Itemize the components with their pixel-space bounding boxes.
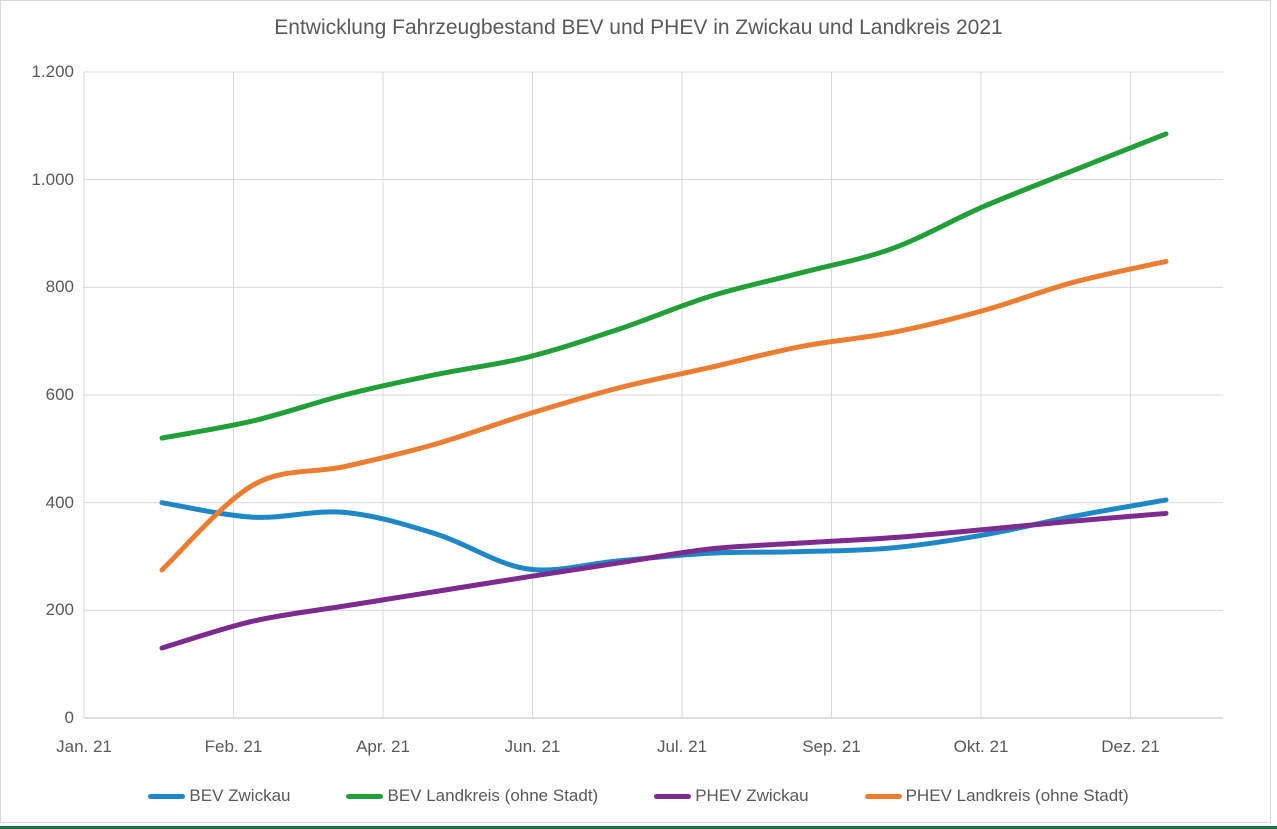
y-axis-label: 1.000 (31, 169, 74, 189)
legend-label: PHEV Zwickau (695, 786, 809, 805)
legend-item-phev-zwickau: PHEV Zwickau (654, 786, 809, 806)
series-line-bev-zwickau (159, 497, 1169, 573)
legend-item-bev-landkreis-ohne-stadt-: BEV Landkreis (ohne Stadt) (346, 786, 598, 806)
legend-label: PHEV Landkreis (ohne Stadt) (905, 786, 1129, 805)
series-line-phev-landkreis-ohne-stadt- (159, 258, 1169, 573)
x-axis-label: Dez. 21 (1101, 737, 1160, 756)
legend-line-swatch (654, 793, 692, 799)
y-axis-label: 400 (45, 492, 74, 512)
x-axis-label: Jul. 21 (656, 737, 708, 756)
chart-title: Entwicklung Fahrzeugbestand BEV und PHEV… (274, 16, 1003, 39)
x-axis-label: Jan. 21 (56, 737, 112, 756)
legend-label: BEV Zwickau (189, 786, 291, 805)
x-axis-label: Apr. 21 (356, 737, 410, 756)
legend: BEV Zwickau BEV Landkreis (ohne Stadt) PHE… (0, 786, 1277, 806)
x-axis-label: Sep. 21 (802, 737, 861, 756)
y-axis-label: 1.200 (31, 62, 74, 81)
y-axis-label: 200 (45, 600, 74, 620)
window-bottom-edge (0, 826, 1277, 829)
legend-line-swatch (148, 793, 186, 799)
legend-line-swatch (346, 793, 384, 799)
legend-item-phev-landkreis-ohne-stadt-: PHEV Landkreis (ohne Stadt) (864, 786, 1129, 806)
legend-label: BEV Landkreis (ohne Stadt) (387, 786, 599, 805)
x-axis-label: Jun. 21 (504, 737, 561, 756)
series-line-bev-landkreis-ohne-stadt- (159, 131, 1169, 441)
x-axis-label: Okt. 21 (953, 737, 1009, 756)
y-axis-label: 800 (45, 277, 74, 297)
legend-item-bev-zwickau: BEV Zwickau (148, 786, 290, 806)
y-axis-label: 0 (64, 708, 74, 727)
x-axis-label: Feb. 21 (204, 737, 263, 756)
y-axis-label: 600 (45, 385, 74, 404)
legend-line-swatch (864, 793, 902, 799)
series-line-phev-zwickau (159, 510, 1169, 651)
